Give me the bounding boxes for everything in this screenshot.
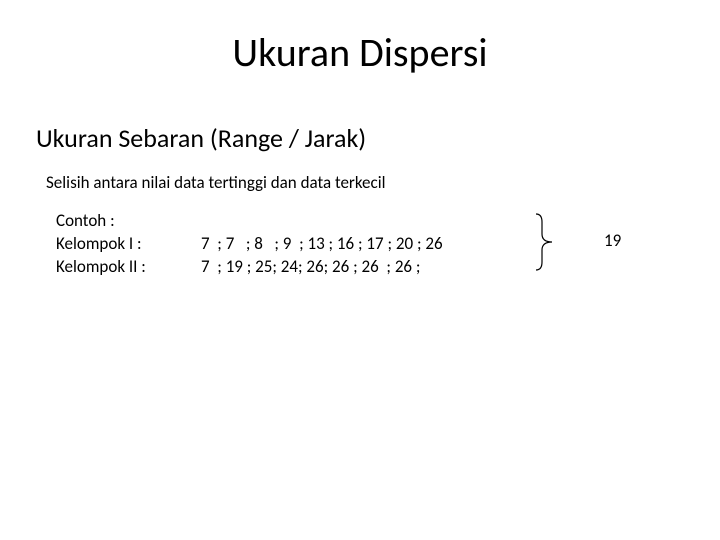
definition-text: Selisih antara nilai data tertinggi dan … [46, 172, 386, 193]
group-1-label: Kelompok I : [56, 233, 201, 256]
curly-bracket-icon [532, 212, 556, 272]
example-heading: Contoh : [56, 210, 443, 233]
group-1-values: 7 ; 7 ; 8 ; 9 ; 13 ; 16 ; 17 ; 20 ; 26 [201, 233, 443, 256]
slide-title: Ukuran Dispersi [0, 28, 720, 77]
group-2-values: 7 ; 19 ; 25; 24; 26; 26 ; 26 ; 26 ; [201, 256, 420, 279]
slide-subtitle: Ukuran Sebaran (Range / Jarak) [36, 122, 366, 154]
example-block: Contoh : Kelompok I : 7 ; 7 ; 8 ; 9 ; 13… [56, 210, 443, 279]
range-result: 19 [604, 230, 621, 251]
slide: Ukuran Dispersi Ukuran Sebaran (Range / … [0, 0, 720, 540]
group-2-label: Kelompok II : [56, 256, 201, 279]
group-1-row: Kelompok I : 7 ; 7 ; 8 ; 9 ; 13 ; 16 ; 1… [56, 233, 443, 256]
group-2-row: Kelompok II : 7 ; 19 ; 25; 24; 26; 26 ; … [56, 256, 443, 279]
